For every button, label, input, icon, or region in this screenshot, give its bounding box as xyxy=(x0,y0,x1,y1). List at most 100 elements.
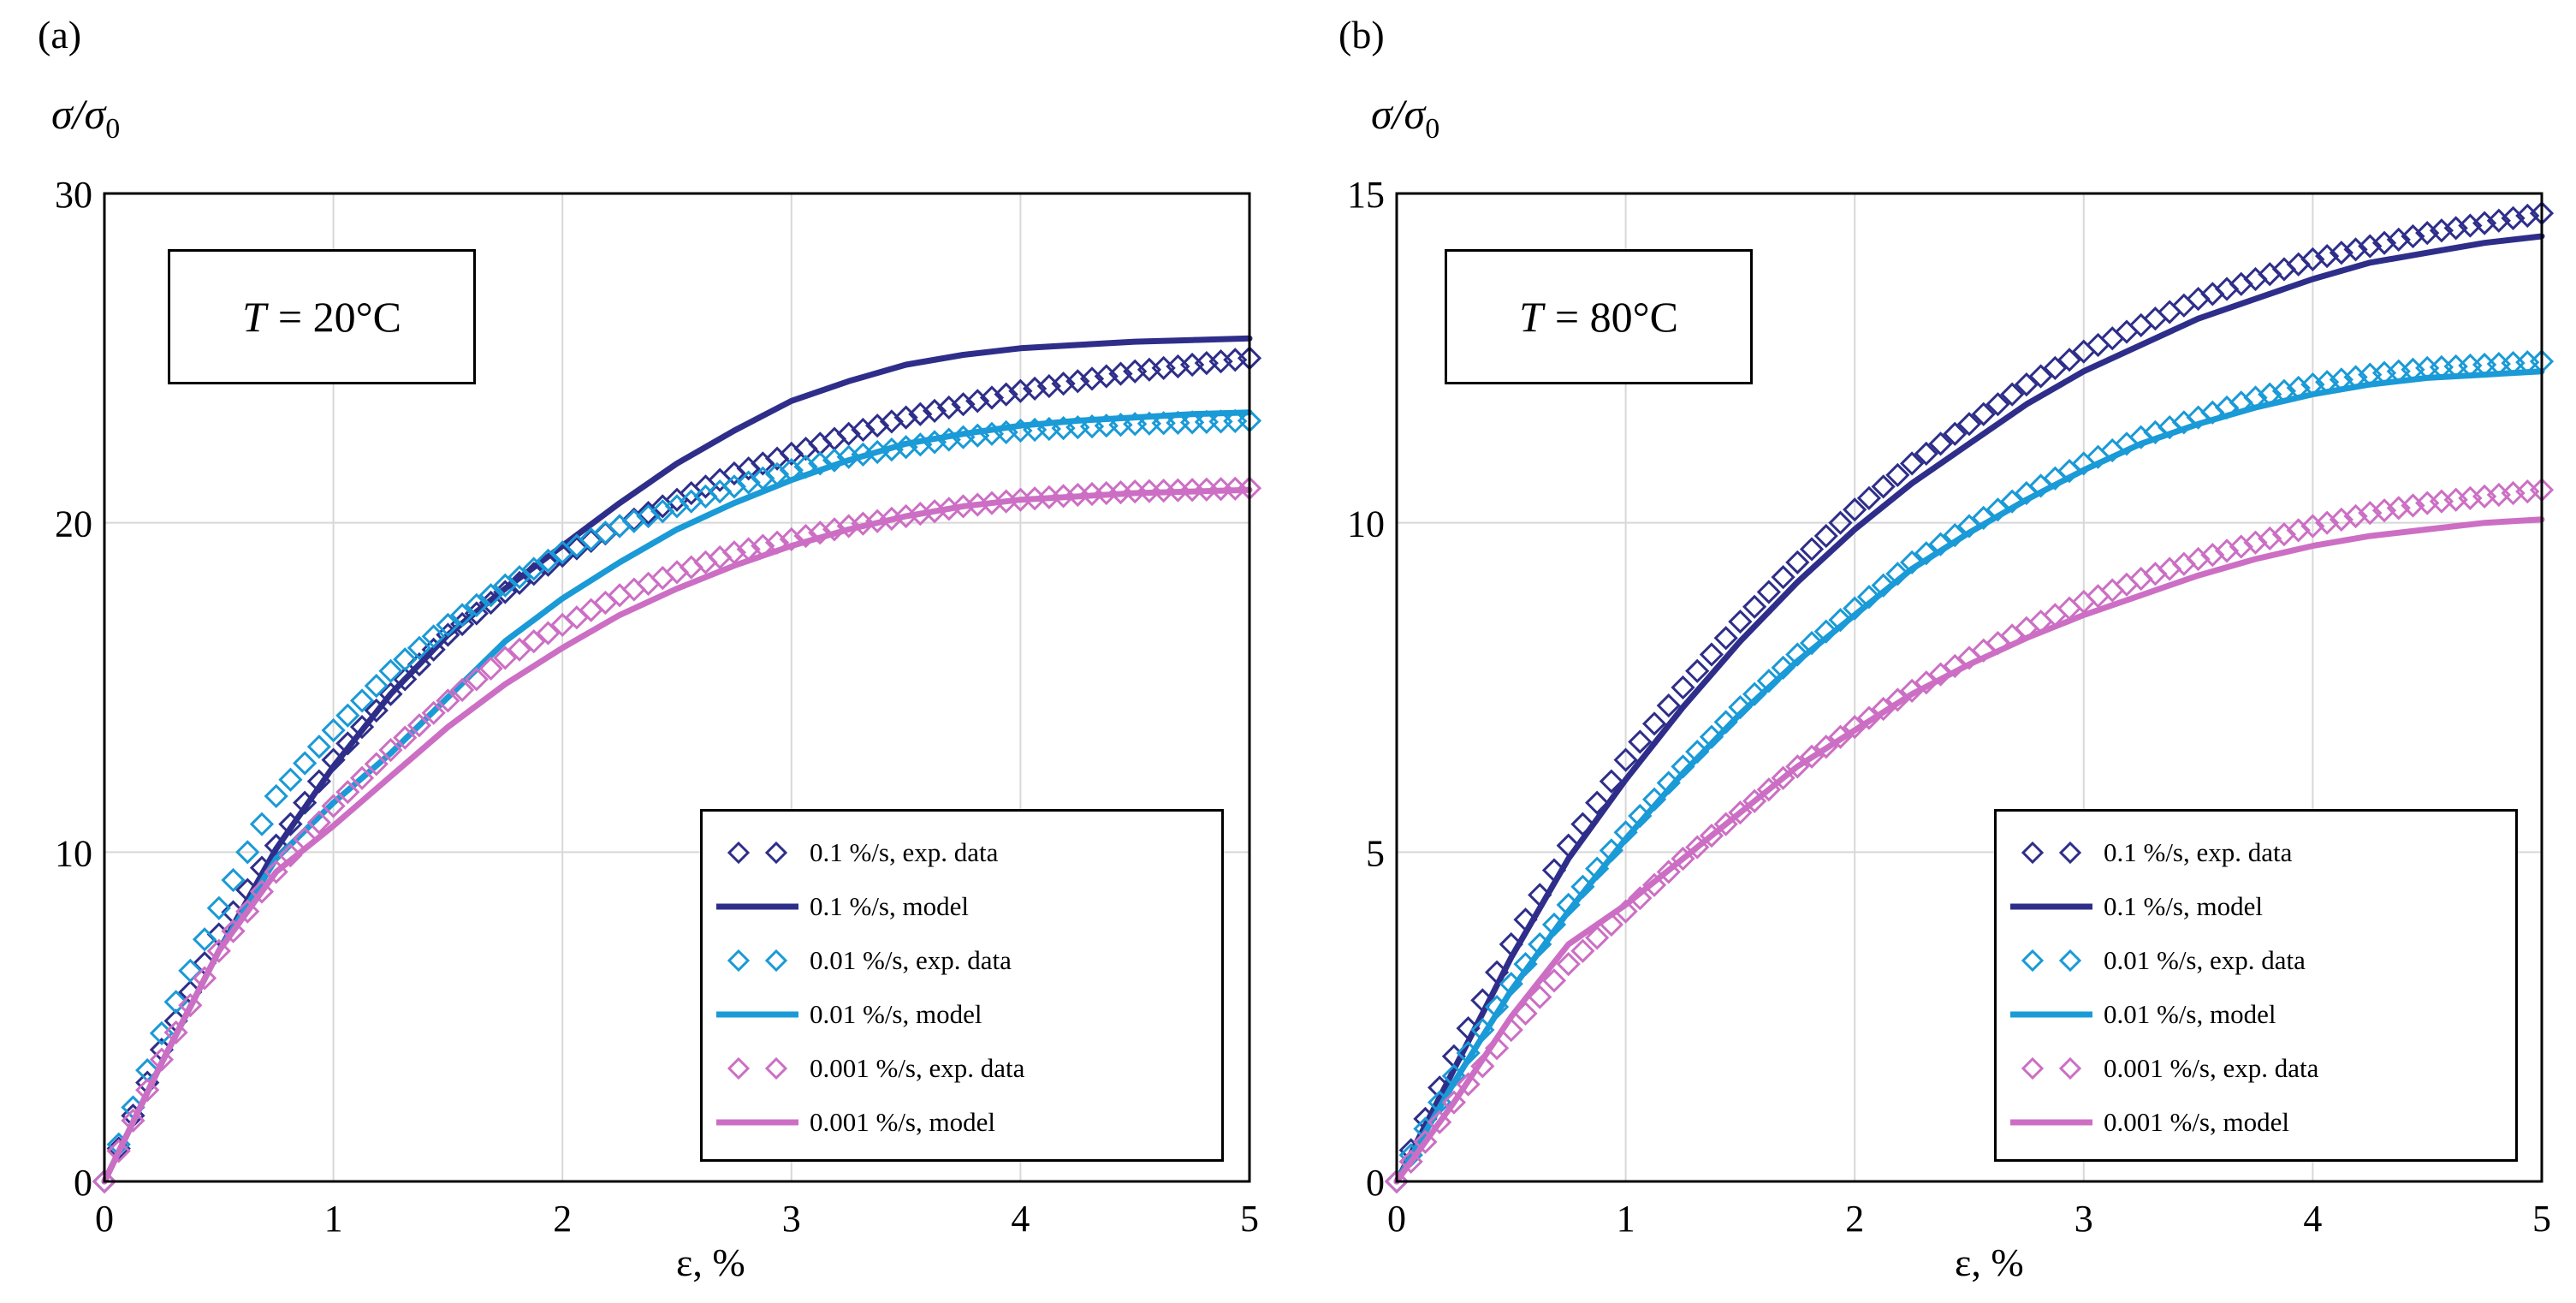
data-point xyxy=(2358,501,2383,526)
data-point xyxy=(1785,550,1810,574)
data-point xyxy=(951,392,976,417)
data-point xyxy=(1556,951,1581,977)
data-point xyxy=(779,527,804,552)
panel-label: (b) xyxy=(1338,13,1385,57)
data-point xyxy=(2158,300,2182,324)
series xyxy=(1393,233,2545,1185)
data-point xyxy=(306,735,331,759)
data-point xyxy=(2000,382,2025,407)
data-point xyxy=(1756,580,1781,604)
legend-line-swatch xyxy=(2010,1119,2092,1126)
data-point xyxy=(1094,364,1119,389)
data-point xyxy=(1427,1110,1452,1134)
data-point xyxy=(2401,223,2425,249)
data-point xyxy=(2515,203,2540,229)
legend-entry: 0.01 %/s, model xyxy=(1997,989,2515,1040)
data-point xyxy=(221,919,246,943)
data-point xyxy=(1856,485,1882,510)
data-point xyxy=(121,1108,145,1133)
y-axis-label: σ/σ0 xyxy=(1371,90,1440,145)
data-point xyxy=(994,382,1018,407)
legend-label: 0.001 %/s, exp. data xyxy=(810,1053,1025,1083)
data-point xyxy=(1441,1090,1467,1115)
data-point xyxy=(851,417,875,443)
series xyxy=(1393,368,2545,1185)
data-point xyxy=(851,511,875,536)
series xyxy=(101,486,1253,1185)
data-point xyxy=(2315,243,2340,269)
data-point xyxy=(2043,355,2068,380)
data-point xyxy=(493,646,518,670)
data-point xyxy=(865,414,890,438)
legend-label: 0.001 %/s, exp. data xyxy=(2104,1053,2319,1083)
data-point xyxy=(1585,790,1610,815)
legend-entry: 0.01 %/s, exp. data xyxy=(703,935,1221,986)
data-point xyxy=(349,688,375,713)
legend-entry: 0.1 %/s, exp. data xyxy=(1997,827,2515,878)
annotation-value: = 20°C xyxy=(277,293,401,341)
data-point xyxy=(306,810,331,835)
data-point xyxy=(321,717,346,743)
y-tick-label: 20 xyxy=(55,503,92,545)
data-point xyxy=(1928,431,1953,456)
data-point xyxy=(1928,532,1953,556)
data-point xyxy=(2258,526,2282,551)
data-point xyxy=(192,927,217,952)
data-point xyxy=(335,703,360,728)
data-point xyxy=(1943,421,1968,446)
data-point xyxy=(293,751,318,776)
data-point xyxy=(2315,510,2340,535)
data-point xyxy=(893,405,918,430)
data-point xyxy=(922,398,947,424)
data-point xyxy=(1641,872,1667,897)
data-point xyxy=(2114,319,2140,344)
data-point xyxy=(206,922,231,947)
data-point xyxy=(836,444,861,469)
y-tick-label: 0 xyxy=(1366,1162,1385,1204)
data-point xyxy=(2343,237,2368,262)
data-point xyxy=(1628,886,1653,911)
x-tick-label: 4 xyxy=(2303,1198,2322,1240)
legend-entry: 0.1 %/s, exp. data xyxy=(703,827,1221,878)
data-point xyxy=(1628,729,1653,754)
x-tick-label: 5 xyxy=(1240,1198,1259,1240)
data-point xyxy=(364,673,389,699)
data-point xyxy=(1541,968,1567,993)
data-point xyxy=(879,409,904,434)
legend-label: 0.001 %/s, model xyxy=(810,1107,995,1137)
data-point xyxy=(493,573,518,598)
data-point xyxy=(378,658,403,683)
data-point xyxy=(364,752,389,776)
data-point xyxy=(521,629,546,654)
data-point xyxy=(2458,213,2483,238)
data-point xyxy=(221,867,246,893)
data-point xyxy=(1079,366,1105,391)
data-point xyxy=(2300,514,2325,538)
y-tick-label: 5 xyxy=(1366,832,1385,874)
data-point xyxy=(1570,938,1595,963)
data-point xyxy=(1956,514,1982,538)
data-point xyxy=(206,895,231,920)
data-point xyxy=(1641,711,1667,736)
data-point xyxy=(2329,507,2353,532)
data-point xyxy=(1384,1169,1410,1194)
data-point xyxy=(936,395,961,420)
x-axis-label: ε, % xyxy=(1955,1241,2024,1284)
data-point xyxy=(2371,230,2397,255)
data-point xyxy=(822,517,847,542)
data-point xyxy=(1108,361,1133,386)
data-point xyxy=(1943,522,1968,548)
series xyxy=(101,335,1253,1185)
data-point xyxy=(478,656,503,681)
temperature-annotation: T = 80°C xyxy=(1445,249,1753,384)
legend-line-swatch xyxy=(2010,1011,2092,1018)
data-point xyxy=(1728,609,1753,634)
data-point xyxy=(1985,497,2010,522)
data-point xyxy=(478,583,503,608)
x-tick-label: 2 xyxy=(553,1198,572,1240)
data-point xyxy=(407,713,432,738)
data-point xyxy=(92,1169,117,1194)
y-tick-label: 0 xyxy=(74,1162,92,1204)
legend-line-swatch xyxy=(716,903,798,910)
